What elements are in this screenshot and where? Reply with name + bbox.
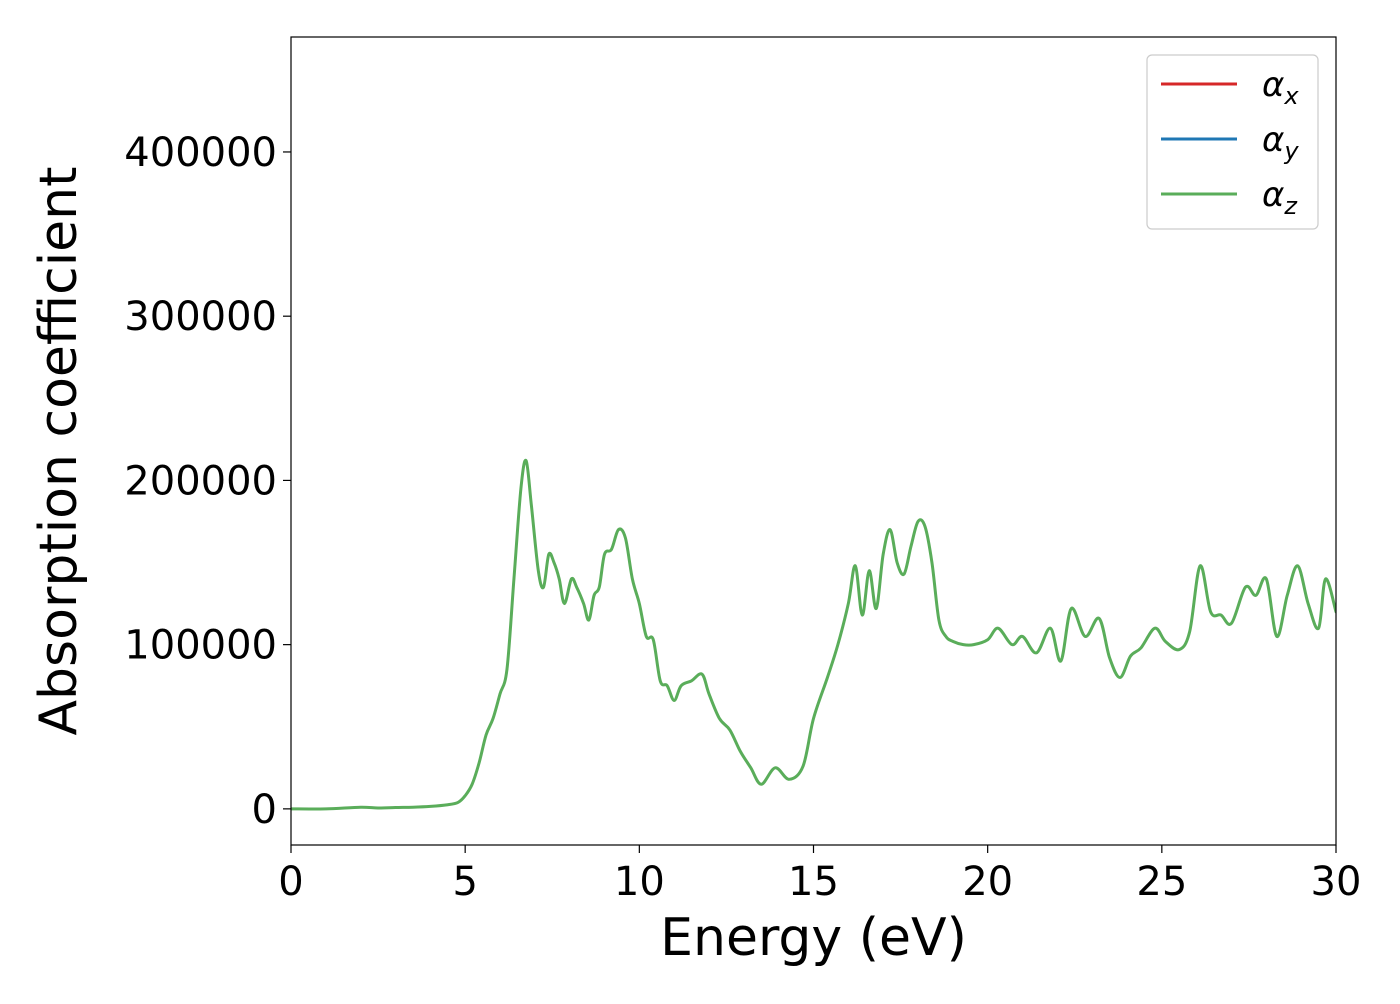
- y-tick-label: 400000: [124, 130, 277, 176]
- y-axis-ticks: 0 100000 200000 300000 400000: [124, 130, 291, 833]
- y-tick-label: 0: [252, 787, 277, 833]
- x-axis-label: Energy (eV): [660, 908, 967, 968]
- legend: αx αy αz: [1146, 54, 1319, 230]
- legend-box: [1146, 54, 1319, 230]
- y-tick-label: 100000: [124, 623, 277, 669]
- y-tick-label: 300000: [124, 294, 277, 340]
- x-axis-ticks: 0 5 10 15 20 25 30: [278, 845, 1361, 905]
- x-tick-label: 10: [614, 859, 665, 905]
- x-tick-label: 0: [278, 859, 303, 905]
- legend-label-z: αz: [1262, 175, 1298, 220]
- x-tick-label: 30: [1311, 859, 1362, 905]
- x-tick-label: 25: [1136, 859, 1187, 905]
- legend-label-y: αy: [1262, 120, 1299, 165]
- x-tick-label: 20: [962, 859, 1013, 905]
- x-tick-label: 15: [788, 859, 839, 905]
- series-line-z: [291, 458, 1336, 811]
- y-axis-label: Absorption coefficient: [29, 166, 89, 735]
- series-layer: [291, 458, 1336, 811]
- legend-label-x: αx: [1262, 65, 1299, 110]
- x-tick-label: 5: [452, 859, 477, 905]
- y-tick-label: 200000: [124, 458, 277, 504]
